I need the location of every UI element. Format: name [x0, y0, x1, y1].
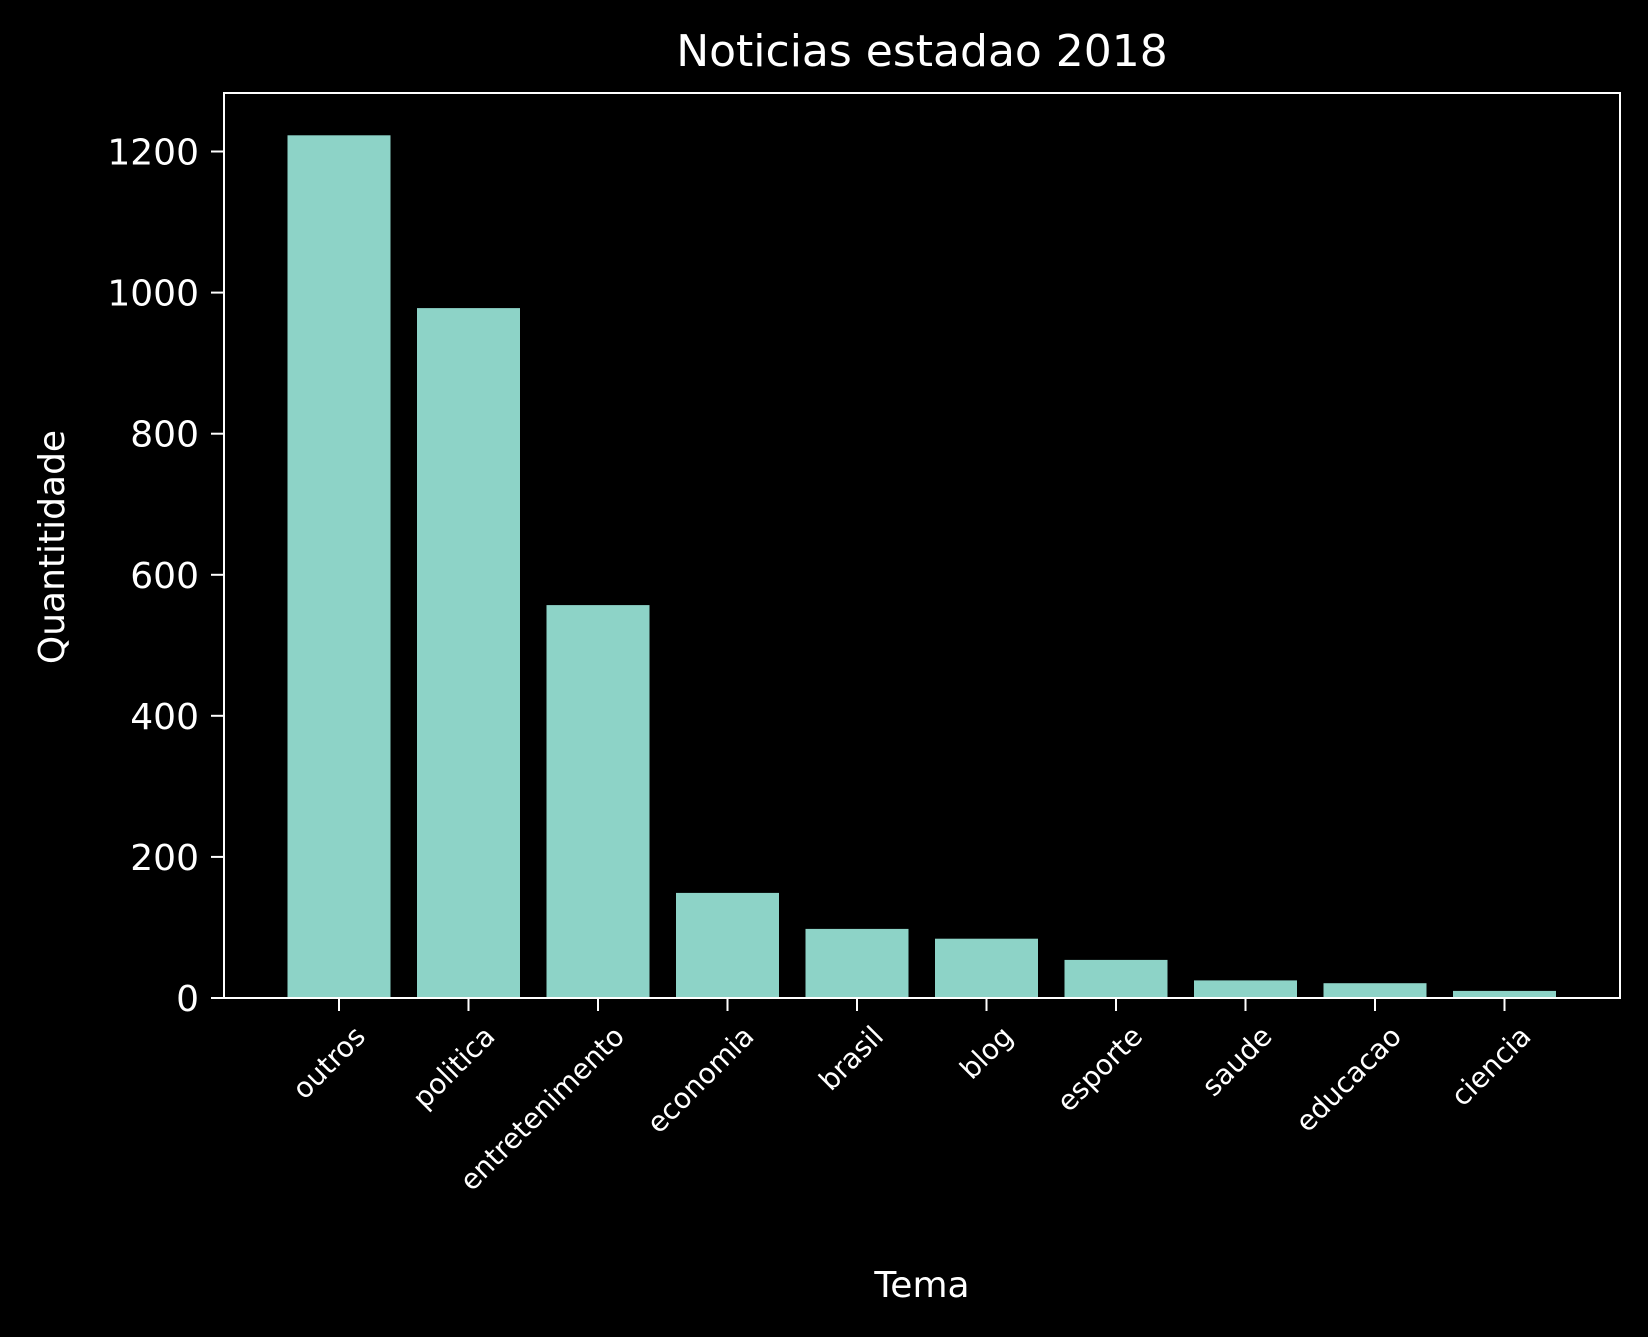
bar-saude	[1194, 980, 1297, 998]
bar-ciencia	[1453, 990, 1556, 998]
bar-esporte	[1064, 959, 1168, 998]
y-tick-label: 0	[176, 979, 199, 1020]
bar-educacao	[1323, 983, 1427, 998]
y-tick-label: 400	[130, 697, 199, 738]
bar-brasil	[805, 928, 909, 998]
y-axis: 0 200 400 600 800 1000 1200	[107, 133, 224, 1020]
x-axis-label: Tema	[873, 1265, 969, 1306]
bar-entretenimento	[546, 605, 650, 998]
bar-politica	[417, 308, 520, 999]
bar-outros	[287, 135, 391, 999]
y-axis-label: Quantitidade	[32, 430, 73, 664]
bar-blog	[935, 938, 1038, 998]
bars-group	[287, 135, 1556, 999]
chart-title: Noticias estadao 2018	[676, 26, 1168, 77]
y-tick-label: 200	[130, 838, 199, 879]
y-tick-label: 1200	[107, 133, 199, 174]
y-tick-label: 800	[130, 415, 199, 456]
y-tick-label: 1000	[107, 274, 199, 315]
y-tick-label: 600	[130, 556, 199, 597]
plot-frame	[223, 92, 1621, 999]
bar-economia	[676, 892, 779, 998]
